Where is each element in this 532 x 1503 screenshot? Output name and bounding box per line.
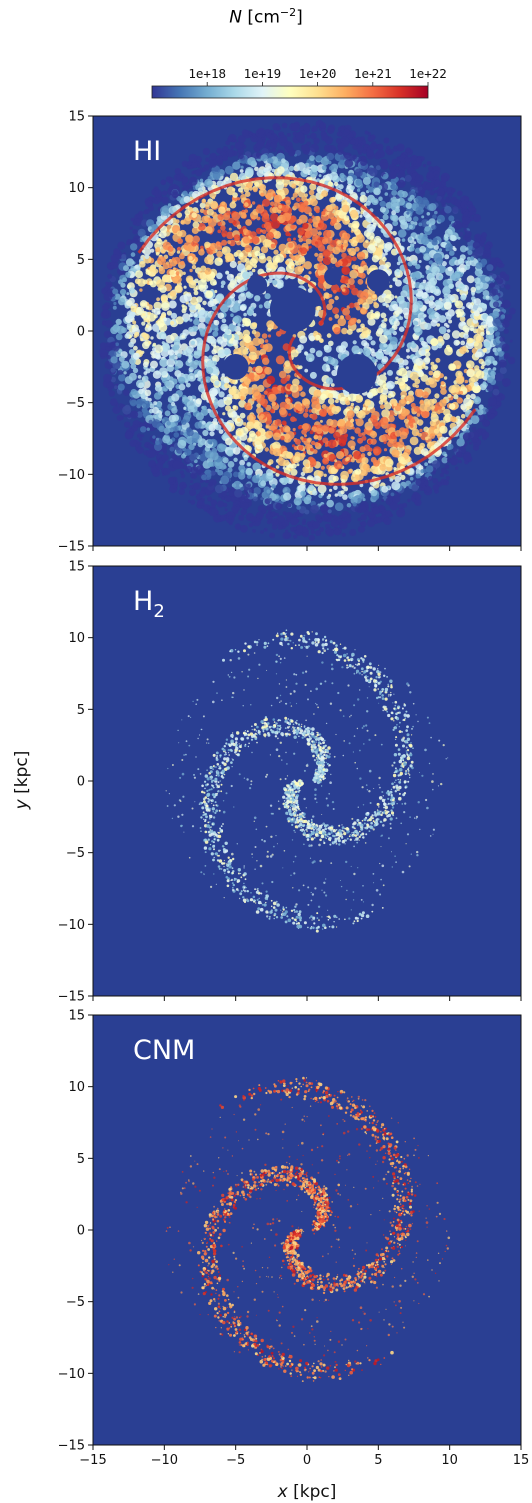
y-tick-label: −5 bbox=[66, 1295, 85, 1310]
gas-texture bbox=[165, 1076, 451, 1382]
y-tick-label: 5 bbox=[77, 1152, 85, 1167]
x-tick-label: −5 bbox=[226, 1453, 245, 1468]
colorbar-title-symbol: N bbox=[229, 7, 242, 28]
y-tick-label: −5 bbox=[66, 396, 85, 411]
gas-texture bbox=[98, 120, 516, 542]
colorbar-gradient bbox=[151, 85, 429, 99]
x-axis-label: x [kpc] bbox=[277, 1482, 337, 1502]
y-tick-label: −15 bbox=[58, 540, 85, 555]
y-tick-label: −5 bbox=[66, 846, 85, 861]
colorbar: 1e+18 1e+19 1e+20 1e+21 1e+22 bbox=[151, 66, 447, 99]
y-tick-label: −10 bbox=[58, 918, 85, 933]
y-tick-label: 15 bbox=[68, 1009, 85, 1024]
y-tick-label: 5 bbox=[77, 703, 85, 718]
x-tick-label: 0 bbox=[303, 1453, 311, 1468]
panel-label: CNM bbox=[133, 1035, 195, 1066]
y-tick-label: 10 bbox=[68, 181, 85, 196]
panels: HI−15−10−5051015H2−15−10−5051015CNM−15−1… bbox=[58, 110, 530, 1469]
x-tick-label: −15 bbox=[79, 1453, 106, 1468]
colorbar-tick-label: 1e+20 bbox=[299, 66, 337, 81]
panel-label: HI bbox=[133, 136, 161, 167]
x-tick-label: −10 bbox=[151, 1453, 178, 1468]
colorbar-title-close: ] bbox=[296, 7, 303, 28]
colorbar-tick-label: 1e+19 bbox=[244, 66, 282, 81]
colorbar-title-unit: [cm bbox=[247, 7, 280, 28]
y-tick-label: −10 bbox=[58, 1367, 85, 1382]
y-tick-label: 5 bbox=[77, 253, 85, 268]
y-tick-label: 15 bbox=[68, 110, 85, 125]
panel-background bbox=[93, 1015, 521, 1445]
y-axis-label: y [kpc] bbox=[12, 751, 32, 811]
y-tick-label: 10 bbox=[68, 631, 85, 646]
colorbar-tick-label: 1e+22 bbox=[409, 66, 447, 81]
y-tick-label: 15 bbox=[68, 560, 85, 575]
panel-label-subscript: 2 bbox=[153, 601, 164, 622]
panel-cnm: CNM −15 −10 −5 0 5 10 15 −15 −10 −5 0 5 10 15 bbox=[58, 1009, 530, 1469]
x-tick-label: 15 bbox=[513, 1453, 530, 1468]
x-tick-label: 10 bbox=[441, 1453, 458, 1468]
axis-labels: x [kpc] y [kpc] bbox=[12, 751, 336, 1502]
colorbar-tick-label: 1e+21 bbox=[354, 66, 392, 81]
y-tick-label: −15 bbox=[58, 1439, 85, 1454]
x-tick-label: 5 bbox=[374, 1453, 382, 1468]
y-tick-label: −15 bbox=[58, 990, 85, 1005]
gas-texture bbox=[165, 629, 449, 933]
y-tick-label: 10 bbox=[68, 1080, 85, 1095]
colorbar-title: N [cm−2] bbox=[0, 6, 532, 28]
y-tick-label: 0 bbox=[77, 1224, 85, 1239]
panel-background bbox=[93, 566, 521, 996]
y-tick-label: −10 bbox=[58, 468, 85, 483]
colorbar-title-exponent: −2 bbox=[279, 6, 297, 19]
y-tick-label: 0 bbox=[77, 775, 85, 790]
colorbar-tick-label: 1e+18 bbox=[188, 66, 226, 81]
y-tick-label: 0 bbox=[77, 325, 85, 340]
panel-hi: HI −15 −10 −5 0 5 10 15 bbox=[58, 110, 522, 555]
